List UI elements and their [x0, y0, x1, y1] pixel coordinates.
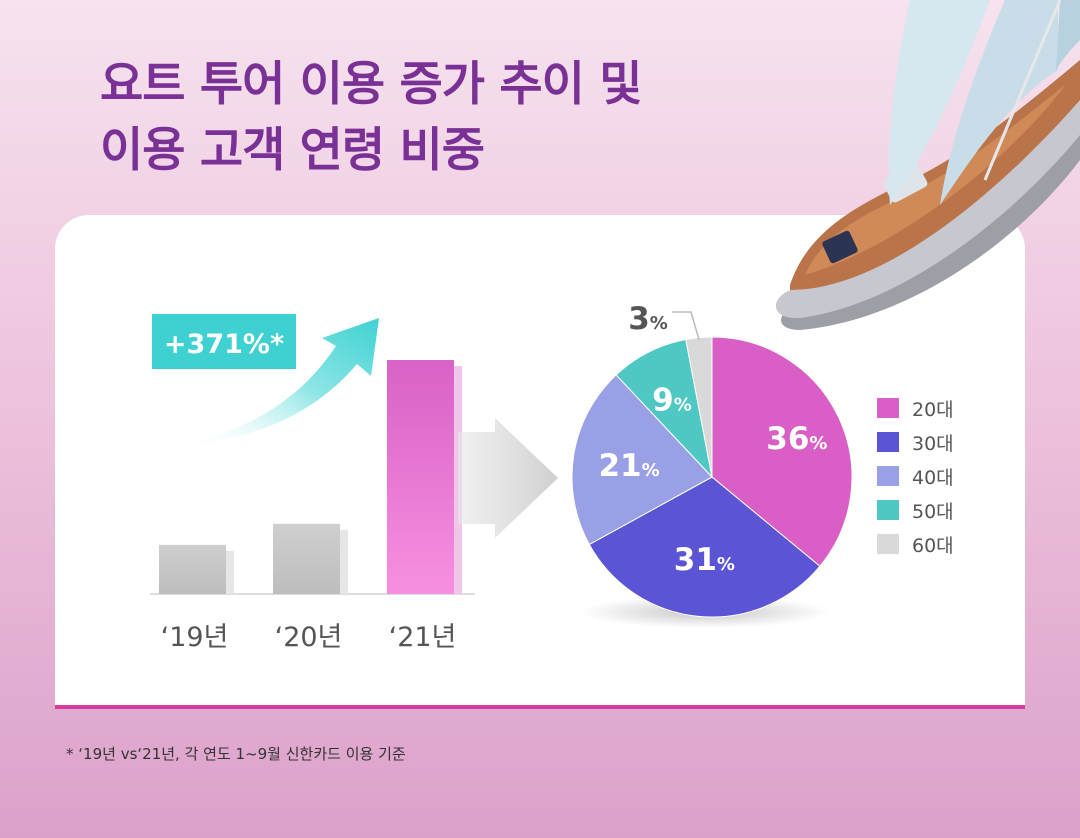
pie-chart: 36% 31% 21% 9% 3% — [571, 301, 853, 618]
legend-swatch-2 — [877, 466, 899, 486]
bar-category-label: ‘21년 — [389, 622, 457, 653]
transition-arrow — [458, 418, 558, 538]
bar-chart: ‘19년 ‘20년 ‘21년 — [150, 360, 475, 653]
legend-label: 40대 — [912, 467, 954, 489]
yacht-illustration — [775, 0, 1080, 330]
bar-side-0 — [226, 550, 234, 594]
bar-category-label: ‘20년 — [275, 622, 343, 653]
legend-swatch-1 — [877, 432, 899, 452]
pie-leader-line — [672, 311, 700, 340]
growth-badge: +371%* — [152, 314, 296, 369]
legend-label: 50대 — [912, 501, 954, 523]
legend-swatch-0 — [877, 398, 899, 418]
pie-value-label: 31% — [674, 542, 735, 578]
pie-slice-0 — [711, 336, 853, 567]
growth-badge-text: +371%* — [164, 329, 284, 360]
legend-label: 20대 — [912, 399, 954, 421]
pie-slice-2 — [571, 374, 713, 546]
page-title: 요트 투어 이용 증가 추이 및 이용 고객 연령 비중 — [100, 52, 642, 184]
pie-value-label: 9% — [652, 382, 692, 418]
pie-value-label: 21% — [598, 448, 659, 484]
title-line-2: 이용 고객 연령 비중 — [100, 123, 485, 178]
legend-label: 60대 — [912, 535, 954, 557]
pie-legend: 20대 30대 40대 50대 60대 — [877, 398, 954, 557]
bar-1 — [273, 523, 340, 594]
pie-value-label: 36% — [766, 421, 827, 457]
title-line-1: 요트 투어 이용 증가 추이 및 — [100, 57, 642, 112]
pie-slice-3 — [615, 338, 713, 479]
bar-0 — [159, 544, 226, 594]
legend-label: 30대 — [912, 433, 954, 455]
bar-side-1 — [340, 529, 348, 594]
legend-swatch-3 — [877, 500, 899, 520]
bar-2 — [387, 360, 454, 594]
pie-value-label: 3% — [628, 301, 668, 337]
pie-slice-1 — [588, 476, 821, 618]
growth-arrow — [178, 318, 379, 446]
footnote: * ‘19년 vs‘21년, 각 연도 1~9월 신한카드 이용 기준 — [66, 745, 406, 763]
bar-category-label: ‘19년 — [161, 622, 229, 653]
legend-swatch-4 — [877, 534, 899, 554]
